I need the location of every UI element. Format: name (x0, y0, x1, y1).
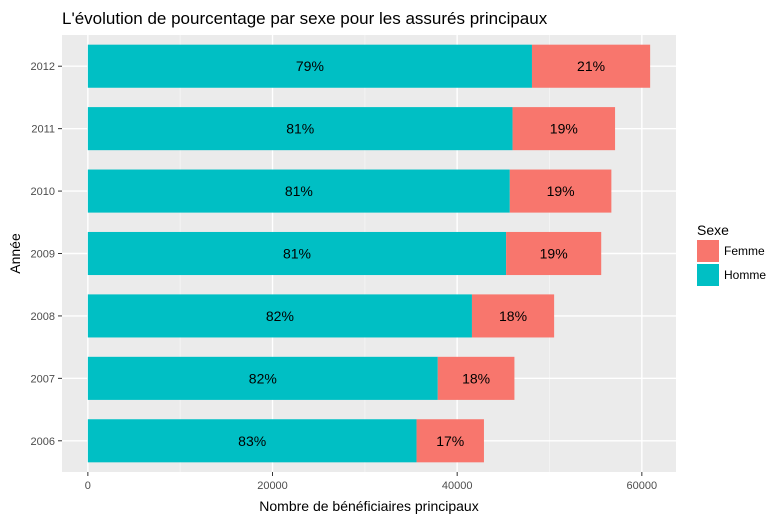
bar-homme-2006 (87, 419, 417, 463)
y-axis: 2006 2007 2008 2009 2010 2011 2012 (31, 61, 62, 448)
bar-femme-2011 (512, 107, 616, 151)
bar-label-homme-2008: 82% (266, 308, 294, 324)
x-axis: 0 20000 40000 60000 (85, 472, 657, 492)
x-tick-label: 60000 (627, 480, 658, 492)
bar-femme-2007 (437, 356, 515, 400)
bar-label-homme-2012: 79% (296, 58, 324, 74)
bar-homme-2009 (87, 231, 507, 276)
bar-femme-2006 (416, 419, 484, 463)
bar-homme-2008 (87, 294, 472, 338)
bar-femme-2009 (506, 231, 602, 276)
y-tick-label: 2009 (31, 249, 55, 261)
bar-label-femme-2008: 18% (499, 308, 527, 324)
legend-key-homme (697, 264, 719, 286)
bar-label-femme-2009: 19% (540, 246, 568, 262)
bar-homme-2012 (87, 44, 532, 88)
y-tick-label: 2008 (31, 311, 55, 323)
y-tick-label: 2007 (31, 373, 55, 385)
bar-homme-2007 (87, 356, 438, 400)
bar-label-femme-2007: 18% (462, 370, 490, 386)
bar-label-femme-2012: 21% (577, 58, 605, 74)
bar-label-femme-2011: 19% (550, 121, 578, 137)
bar-homme-2010 (87, 169, 510, 213)
bar-label-homme-2011: 81% (286, 121, 314, 137)
bar-femme-2012 (531, 44, 651, 88)
bar-femme-2008 (471, 294, 555, 338)
y-axis-title: Année (7, 233, 23, 274)
y-tick-label: 2010 (31, 186, 55, 198)
x-tick-label: 0 (85, 480, 91, 492)
y-tick-label: 2011 (31, 124, 55, 136)
legend: Sexe Femme Homme (697, 222, 766, 286)
bars (87, 44, 651, 463)
bar-label-homme-2007: 82% (249, 370, 277, 386)
bar-homme-2011 (87, 107, 513, 151)
x-tick-label: 40000 (442, 480, 473, 492)
bar-label-homme-2006: 83% (238, 433, 266, 449)
legend-label-femme: Femme (724, 244, 765, 258)
legend-title: Sexe (697, 222, 729, 238)
bar-label-homme-2010: 81% (285, 183, 313, 199)
bar-label-homme-2009: 81% (283, 246, 311, 262)
x-tick-label: 20000 (257, 480, 288, 492)
y-tick-label: 2012 (31, 61, 55, 73)
y-tick-label: 2006 (31, 436, 55, 448)
legend-key-femme (697, 240, 719, 262)
legend-label-homme: Homme (724, 268, 766, 282)
bar-femme-2010 (509, 169, 612, 213)
bar-label-femme-2006: 17% (436, 433, 464, 449)
bar-labels: 83% 17% 82% 18% 82% 18% 81% 19% 81% 19% 81% 19% 79% 2… (238, 58, 605, 449)
x-axis-title: Nombre de bénéficiaires principaux (259, 498, 478, 514)
chart-title: L'évolution de pourcentage par sexe pour… (62, 9, 548, 28)
bar-label-femme-2010: 19% (547, 183, 575, 199)
